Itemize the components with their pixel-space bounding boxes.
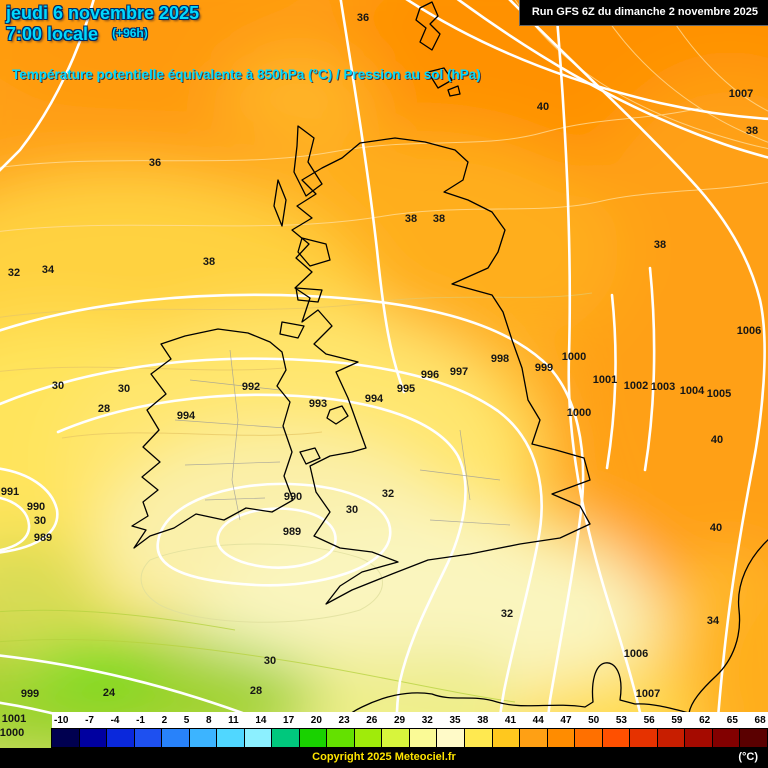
colorbar-tick: 56 bbox=[643, 714, 655, 726]
colorbar-cell bbox=[519, 728, 548, 748]
map-title: Température potentielle équivalente à 85… bbox=[12, 67, 481, 82]
colorbar-tick: 68 bbox=[754, 714, 766, 726]
colorbar-cell bbox=[271, 728, 300, 748]
colorbar-tick: -1 bbox=[136, 714, 145, 726]
colorbar-cell bbox=[684, 728, 713, 748]
coast-mull bbox=[295, 287, 323, 303]
forecast-date: jeudi 6 novembre 2025 bbox=[6, 3, 200, 23]
colorbar-tick: 44 bbox=[532, 714, 544, 726]
coast-anglesey bbox=[299, 447, 321, 465]
colorbar-cell bbox=[78, 728, 108, 748]
colorbar-tick: 8 bbox=[205, 714, 212, 726]
colorbar-cell bbox=[436, 728, 465, 748]
colorbar-tick: 50 bbox=[588, 714, 600, 726]
coast-lewis bbox=[293, 125, 323, 197]
forecast-time: 7:00 locale bbox=[6, 23, 99, 44]
colorbar-cell bbox=[739, 728, 768, 748]
coast-isle-of-man bbox=[326, 405, 349, 425]
colorbar-tick: 65 bbox=[726, 714, 738, 726]
colorbar-tick: 29 bbox=[393, 714, 406, 726]
colorbar-tick: 20 bbox=[310, 714, 322, 726]
colorbar-cell bbox=[133, 728, 163, 748]
colorbar-cell bbox=[326, 728, 355, 748]
colorbar-tick: 53 bbox=[615, 714, 627, 726]
coast-shetland bbox=[415, 1, 441, 51]
theta-contour-lines bbox=[0, 0, 768, 703]
coast-uist bbox=[273, 179, 287, 227]
colorbar-tick: 62 bbox=[699, 714, 711, 726]
colorbar-cell bbox=[463, 728, 493, 748]
colorbar-tick: 41 bbox=[504, 714, 517, 726]
coast-islay bbox=[279, 321, 305, 339]
run-info-box: Run GFS 6Z du dimanche 2 novembre 2025 bbox=[518, 0, 768, 26]
footer-bar: Copyright 2025 Meteociel.fr (°C) bbox=[0, 748, 768, 768]
colorbar-tick: 14 bbox=[255, 714, 267, 726]
colorbar-cell bbox=[656, 728, 686, 748]
colorbar-cell bbox=[298, 728, 328, 748]
colorbar-tick: -7 bbox=[85, 714, 94, 726]
colorbar-cell bbox=[711, 728, 741, 748]
colorbar-cell bbox=[353, 728, 383, 748]
admin-boundary-lines bbox=[174, 349, 511, 526]
colorbar-ticks: -10 -7 -4 -1 2 5 8 11 14 17 20 23 26 29 32 35 38 41 44 47 50… bbox=[52, 712, 768, 728]
colorbar-tick: 47 bbox=[560, 714, 572, 726]
colorbar-tick: -4 bbox=[110, 714, 120, 726]
coast-skye bbox=[297, 237, 331, 267]
coast-great-britain bbox=[291, 137, 591, 605]
colorbar-tick: 38 bbox=[477, 714, 489, 726]
colorbar-cell bbox=[546, 728, 576, 748]
colorbar-cell bbox=[408, 728, 438, 748]
colorbar-cell bbox=[106, 728, 135, 748]
forecast-time-row: 7:00 locale (+96h) bbox=[6, 24, 199, 45]
colorbar-cell bbox=[161, 728, 190, 748]
forecast-header: jeudi 6 novembre 2025 7:00 locale (+96h) bbox=[6, 3, 199, 44]
colorbar-tick: 11 bbox=[228, 714, 239, 726]
coast-continent bbox=[325, 539, 768, 768]
colorbar-cell bbox=[51, 728, 80, 748]
colorbar-tick: 17 bbox=[283, 714, 295, 726]
colorbar-tick: 23 bbox=[338, 714, 350, 726]
colorbar-tick: 59 bbox=[671, 714, 683, 726]
unit-label: (°C) bbox=[738, 751, 758, 763]
colorbar-cell bbox=[574, 728, 603, 748]
colorbar-tick: 32 bbox=[421, 714, 433, 726]
colorbar-cell bbox=[601, 728, 631, 748]
colorbar-tick: 35 bbox=[449, 714, 461, 726]
colorbar-cell bbox=[629, 728, 658, 748]
colorbar-cell bbox=[188, 728, 218, 748]
colorbar-cell bbox=[381, 728, 410, 748]
colorbar-cells bbox=[51, 728, 768, 748]
colorbar-cell bbox=[243, 728, 273, 748]
coast-ireland bbox=[131, 328, 294, 549]
colorbar-cell bbox=[216, 728, 245, 748]
colorbar-cell bbox=[491, 728, 521, 748]
colorbar-tick: 5 bbox=[183, 714, 190, 726]
coast-orkney bbox=[427, 67, 461, 97]
colorbar-tick: -10 bbox=[54, 714, 69, 726]
colorbar-tick: 2 bbox=[161, 714, 168, 726]
copyright-text: Copyright 2025 Meteociel.fr bbox=[312, 751, 456, 763]
colorbar-tick: 26 bbox=[366, 714, 378, 726]
forecast-offset: (+96h) bbox=[112, 25, 148, 40]
